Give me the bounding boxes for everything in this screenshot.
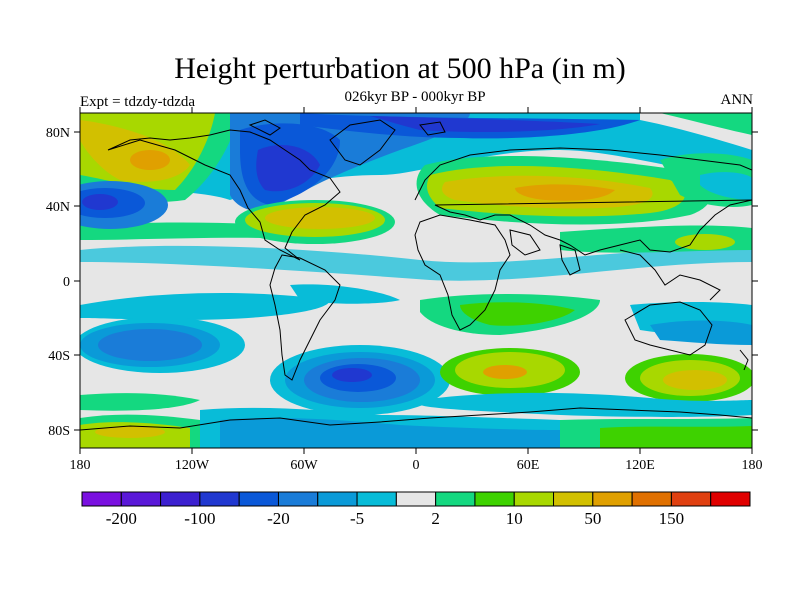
colorbar-swatch (513, 491, 555, 507)
lon-tick-180w: 180 (70, 458, 91, 473)
colorbar-swatch (81, 491, 122, 507)
colorbar-swatch (395, 491, 437, 507)
lon-tick-0: 0 (413, 458, 420, 473)
colorbar-swatch (631, 491, 672, 507)
colorbar-swatch (277, 491, 319, 507)
colorbar-swatch (120, 491, 162, 507)
colorbar-swatch (553, 491, 594, 507)
colorbar-swatch (356, 491, 397, 507)
lon-tick-60w: 60W (290, 458, 318, 473)
colorbar-swatch (670, 491, 712, 507)
height-field (80, 113, 752, 448)
lon-tick-120w: 120W (175, 458, 210, 473)
colorbar-label: -5 (350, 509, 364, 528)
lat-tick-80n: 80N (46, 126, 70, 141)
colorbar-label: 2 (431, 509, 440, 528)
colorbar-swatch (238, 491, 279, 507)
colorbar-swatch (710, 491, 751, 507)
lon-tick-180e: 180 (742, 458, 763, 473)
lat-tick-40n: 40N (46, 200, 70, 215)
colorbar-label: 50 (584, 509, 601, 528)
lon-tick-120e: 120E (625, 458, 655, 473)
colorbar-swatch (474, 491, 515, 507)
colorbar-swatch (160, 491, 201, 507)
lat-tick-40s: 40S (48, 349, 70, 364)
colorbar-swatch (199, 491, 240, 507)
colorbar-label: 10 (506, 509, 523, 528)
colorbar-swatch (592, 491, 633, 507)
colorbar-label: -100 (184, 509, 215, 528)
colorbar-swatch (317, 491, 358, 507)
colorbar-label: -200 (106, 509, 137, 528)
season-label: ANN (720, 92, 754, 108)
colorbar-label: 150 (659, 509, 685, 528)
map-subtitle: 026kyr BP - 000kyr BP (344, 89, 486, 105)
lon-tick-60e: 60E (517, 458, 540, 473)
coastlines (80, 119, 752, 431)
colorbar-swatch (435, 491, 476, 507)
experiment-label: Expt = tdzdy-tdzda (80, 94, 196, 110)
lat-tick-0: 0 (63, 275, 70, 290)
lat-tick-80s: 80S (48, 424, 70, 439)
colorbar-label: -20 (267, 509, 290, 528)
map-title: Height perturbation at 500 hPa (in m) (174, 52, 626, 85)
colorbar: -200 -100 -20 -5 2 10 50 150 (81, 491, 751, 528)
